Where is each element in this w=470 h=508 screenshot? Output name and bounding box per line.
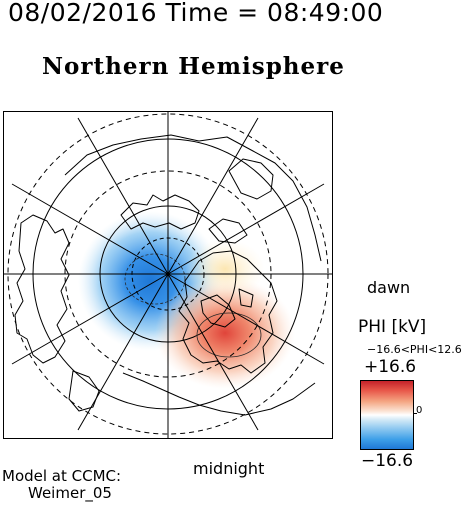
dawn-label: dawn [367, 278, 411, 297]
colorbar-min-label: −16.6 [361, 451, 414, 471]
model-label-line1: Model at CCMC: [2, 467, 122, 485]
midnight-label: midnight [193, 459, 265, 478]
potential-contour [196, 312, 262, 358]
colorbar-title: PHI [kV] [358, 317, 427, 337]
coastlines [14, 134, 322, 416]
plot-frame [3, 111, 333, 439]
meridian-lines [3, 111, 333, 439]
date-time-header: 08/02/2016 Time = 08:49:00 [8, 0, 384, 27]
colorbar-zero-tick [413, 413, 417, 414]
colorbar-range: −16.6<PHI<12.6 [367, 343, 462, 356]
potential-contour [124, 253, 186, 305]
hemisphere-title: Northern Hemisphere [42, 53, 345, 80]
weak-positive-cell [185, 239, 265, 299]
colorbar-zero-label: 0 [416, 405, 423, 416]
colorbar [360, 380, 414, 450]
positive-potential-cell [155, 277, 295, 389]
polar-potential-map [3, 111, 333, 439]
model-label-line2: Weimer_05 [28, 484, 112, 502]
colorbar-max-label: +16.6 [364, 357, 417, 377]
